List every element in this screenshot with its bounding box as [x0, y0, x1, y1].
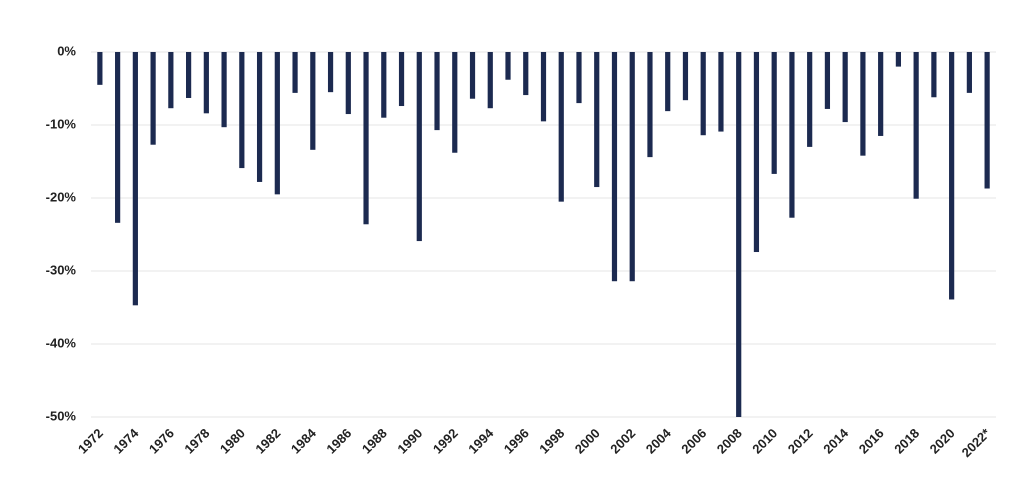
x-tick-label: 1972 — [75, 426, 106, 457]
bar — [789, 52, 795, 218]
bar — [753, 52, 760, 253]
bar — [434, 52, 440, 131]
x-tick-label: 2018 — [891, 426, 922, 457]
bar — [221, 52, 227, 128]
bar — [736, 52, 742, 417]
x-tick-label: 2004 — [643, 425, 675, 457]
bar — [381, 52, 387, 118]
bar — [700, 52, 706, 136]
y-tick-label: -10% — [46, 116, 77, 131]
x-tick-label: 1978 — [181, 426, 212, 457]
bar — [505, 52, 511, 80]
y-tick-label: -30% — [46, 262, 77, 277]
bar — [256, 52, 263, 182]
bar — [665, 52, 671, 112]
y-tick-label: 0% — [57, 43, 76, 58]
y-tick-label: -50% — [46, 408, 77, 423]
bar — [115, 52, 121, 223]
x-tick-label: 1974 — [110, 425, 142, 457]
bar — [150, 52, 156, 145]
x-tick-label: 1996 — [501, 426, 532, 457]
bar — [895, 52, 902, 67]
bar — [452, 52, 458, 153]
x-tick-label: 1982 — [252, 426, 283, 457]
x-tick-label: 2020 — [927, 426, 958, 457]
bar — [824, 52, 831, 109]
bar — [913, 52, 919, 199]
bar — [949, 52, 955, 300]
bar — [611, 52, 618, 282]
bar — [682, 52, 689, 101]
bar — [984, 52, 990, 189]
bar — [523, 52, 529, 96]
bar — [558, 52, 564, 202]
bar — [185, 52, 192, 98]
x-tick-label: 1980 — [217, 426, 248, 457]
x-tick-label: 2010 — [749, 426, 780, 457]
bar — [594, 52, 600, 188]
bar — [274, 52, 280, 195]
x-tick-label: 2012 — [785, 426, 816, 457]
bar — [966, 52, 972, 93]
x-tick-label: 1998 — [536, 426, 567, 457]
bar — [398, 52, 405, 107]
x-tick-label: 2000 — [572, 426, 603, 457]
bar — [132, 52, 138, 306]
bar — [292, 52, 298, 93]
x-tick-label: 1988 — [359, 426, 390, 457]
bar — [647, 52, 653, 158]
bar — [168, 52, 174, 109]
bar — [718, 52, 724, 132]
x-tick-label: 1990 — [394, 426, 425, 457]
bar — [203, 52, 209, 114]
bar — [469, 52, 476, 99]
x-tick-label: 2008 — [714, 426, 745, 457]
x-tick-label: 1984 — [288, 425, 320, 457]
bar — [345, 52, 351, 115]
x-tick-label: 1976 — [146, 426, 177, 457]
bar — [416, 52, 422, 242]
bar — [239, 52, 245, 169]
x-tick-label: 2002 — [607, 426, 638, 457]
x-tick-label: 2014 — [820, 425, 852, 457]
bar — [487, 52, 493, 109]
x-tick-label: 1994 — [465, 425, 497, 457]
y-tick-label: -20% — [46, 189, 77, 204]
bar — [860, 52, 866, 156]
bar — [97, 52, 103, 85]
x-tick-label: 1986 — [323, 426, 354, 457]
bar — [576, 52, 582, 104]
x-tick-label: 2022* — [959, 425, 994, 460]
bar — [878, 52, 884, 136]
bar — [540, 52, 547, 122]
bar — [310, 52, 316, 150]
bar — [771, 52, 777, 174]
x-tick-label: 2016 — [856, 426, 887, 457]
x-tick-label: 1992 — [430, 426, 461, 457]
bar — [931, 52, 937, 98]
bar — [327, 52, 334, 93]
x-tick-label: 2006 — [678, 426, 709, 457]
bar — [363, 52, 369, 225]
bar — [629, 52, 635, 282]
bar — [807, 52, 813, 147]
bar — [842, 52, 848, 123]
y-tick-label: -40% — [46, 335, 77, 350]
